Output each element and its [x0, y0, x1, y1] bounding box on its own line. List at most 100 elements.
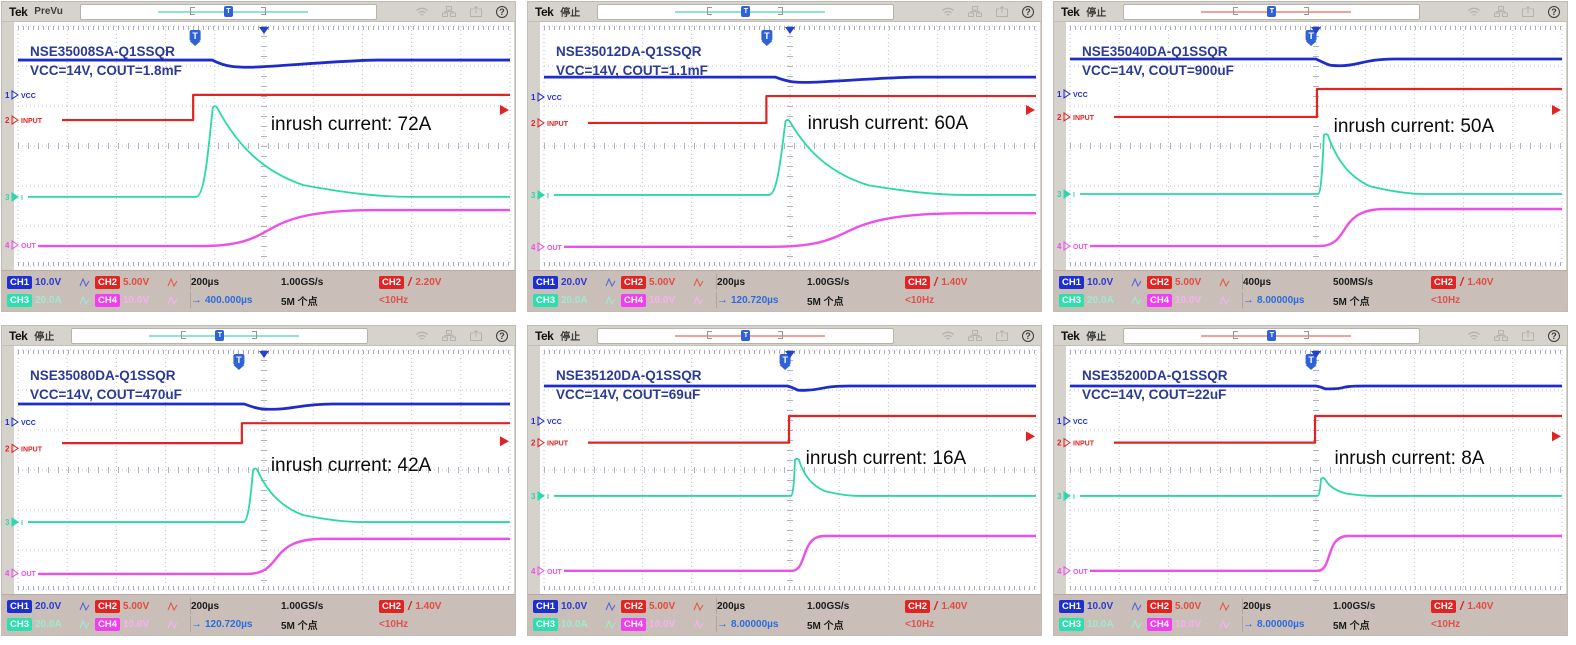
ch2-badge[interactable]: CH2 [1147, 275, 1172, 289]
network-icon[interactable] [442, 330, 456, 341]
record-trigger-marker-icon[interactable]: T [741, 329, 751, 341]
wifi-icon[interactable] [941, 330, 955, 341]
trigger-position-flag-icon[interactable] [189, 30, 201, 41]
wifi-icon[interactable] [941, 6, 955, 17]
ch4-marker-arrow-icon[interactable] [11, 568, 19, 579]
ch2-reference-marker[interactable]: 2 [531, 119, 536, 128]
ch3-marker-arrow-icon[interactable] [537, 190, 545, 200]
ch2-reference-marker[interactable]: 2 [5, 444, 10, 453]
trigger-position-flag-icon[interactable] [779, 354, 791, 365]
ch1-reference-marker[interactable]: 1 [531, 417, 536, 426]
ch2-reference-marker[interactable]: 2 [5, 116, 10, 125]
ch3-badge[interactable]: CH3 [7, 617, 32, 631]
trigger-source-badge[interactable]: CH2 [379, 599, 404, 613]
ch1-reference-marker[interactable]: 1 [5, 418, 10, 427]
record-trigger-marker-icon[interactable]: T [741, 5, 751, 17]
ch4-badge[interactable]: CH4 [621, 617, 646, 631]
ch2-reference-marker[interactable]: 2 [1057, 439, 1062, 448]
trigger-position-flag-icon[interactable] [233, 354, 245, 365]
ch4-marker-arrow-icon[interactable] [1063, 565, 1071, 576]
export-icon[interactable] [995, 6, 1009, 17]
trigger-readout[interactable]: CH2 / 1.40V [1431, 599, 1567, 613]
trigger-level-arrow-icon[interactable] [500, 436, 509, 447]
record-trigger-marker-icon[interactable]: T [223, 5, 233, 17]
ch1-marker-arrow-icon[interactable] [537, 416, 545, 426]
trigger-level-arrow-icon[interactable] [1552, 431, 1561, 442]
ch1-marker-arrow-icon[interactable] [537, 92, 545, 102]
ch4-badge[interactable]: CH4 [95, 293, 120, 307]
trigger-position-flag-icon[interactable] [1305, 354, 1317, 365]
trigger-level-arrow-icon[interactable] [1026, 105, 1035, 115]
ch3-marker-arrow-icon[interactable] [11, 191, 19, 202]
ch2-marker-arrow-icon[interactable] [537, 118, 545, 128]
ch3-badge[interactable]: CH3 [7, 293, 32, 307]
trigger-position-flag-icon[interactable] [1305, 30, 1317, 41]
ch4-reference-marker[interactable]: 4 [1057, 242, 1062, 251]
ch3-badge[interactable]: CH3 [533, 617, 558, 631]
trigger-level-arrow-icon[interactable] [1552, 105, 1561, 115]
record-view-bar[interactable]: T [597, 3, 895, 20]
ch2-reference-marker[interactable]: 2 [531, 439, 536, 448]
trigger-readout[interactable]: CH2 / 1.40V [905, 599, 1041, 613]
trigger-position-flag-icon[interactable] [761, 30, 773, 41]
wifi-icon[interactable] [415, 6, 429, 17]
ch2-marker-arrow-icon[interactable] [11, 443, 19, 454]
trigger-readout[interactable]: CH2 / 1.40V [905, 275, 1041, 289]
ch4-reference-marker[interactable]: 4 [5, 569, 10, 578]
timebase-readout[interactable]: 200µs [191, 600, 220, 612]
trigger-source-badge[interactable]: CH2 [905, 599, 930, 613]
export-icon[interactable] [469, 6, 483, 17]
network-icon[interactable] [1494, 330, 1508, 341]
ch2-marker-arrow-icon[interactable] [1063, 112, 1071, 122]
ch3-badge[interactable]: CH3 [533, 293, 558, 307]
timebase-readout[interactable]: 400µs [1243, 276, 1272, 288]
ch4-badge[interactable]: CH4 [621, 293, 646, 307]
trigger-source-badge[interactable]: CH2 [1431, 599, 1456, 613]
trigger-readout[interactable]: CH2 / 1.40V [379, 599, 515, 613]
ch1-reference-marker[interactable]: 1 [531, 93, 536, 102]
trigger-source-badge[interactable]: CH2 [379, 275, 404, 289]
ch3-reference-marker[interactable]: 3 [1057, 492, 1062, 501]
record-view-bar[interactable]: T [79, 3, 377, 20]
ch1-marker-arrow-icon[interactable] [11, 89, 19, 100]
ch4-badge[interactable]: CH4 [95, 617, 120, 631]
network-icon[interactable] [442, 6, 456, 17]
record-view-bar[interactable]: T [1123, 327, 1421, 344]
help-icon[interactable]: ? [496, 5, 508, 18]
export-icon[interactable] [995, 330, 1009, 341]
ch2-badge[interactable]: CH2 [621, 599, 646, 613]
ch1-badge[interactable]: CH1 [533, 275, 558, 289]
ch3-reference-marker[interactable]: 3 [5, 193, 10, 202]
ch2-marker-arrow-icon[interactable] [11, 115, 19, 126]
ch3-reference-marker[interactable]: 3 [531, 492, 536, 501]
ch2-badge[interactable]: CH2 [621, 275, 646, 289]
timebase-readout[interactable]: 200µs [717, 276, 746, 288]
ch4-badge[interactable]: CH4 [1147, 293, 1172, 307]
ch4-marker-arrow-icon[interactable] [1063, 241, 1071, 252]
ch3-marker-arrow-icon[interactable] [1063, 490, 1071, 501]
help-icon[interactable]: ? [1022, 329, 1034, 342]
export-icon[interactable] [469, 330, 483, 341]
trigger-source-badge[interactable]: CH2 [905, 275, 930, 289]
trigger-level-arrow-icon[interactable] [1026, 431, 1035, 442]
ch2-marker-arrow-icon[interactable] [1063, 437, 1071, 448]
ch3-reference-marker[interactable]: 3 [1057, 190, 1062, 199]
export-icon[interactable] [1521, 330, 1535, 341]
ch4-reference-marker[interactable]: 4 [531, 567, 536, 576]
ch3-marker-arrow-icon[interactable] [11, 517, 19, 528]
timebase-readout[interactable]: 200µs [1243, 600, 1272, 612]
ch4-reference-marker[interactable]: 4 [1057, 567, 1062, 576]
wifi-icon[interactable] [415, 330, 429, 341]
ch3-badge[interactable]: CH3 [1059, 293, 1084, 307]
timebase-readout[interactable]: 200µs [191, 276, 220, 288]
ch1-badge[interactable]: CH1 [7, 275, 32, 289]
ch1-badge[interactable]: CH1 [1059, 275, 1084, 289]
timebase-readout[interactable]: 200µs [717, 600, 746, 612]
network-icon[interactable] [968, 330, 982, 341]
ch3-marker-arrow-icon[interactable] [537, 490, 545, 501]
help-icon[interactable]: ? [1548, 329, 1560, 342]
record-trigger-marker-icon[interactable]: T [1267, 5, 1277, 17]
ch4-reference-marker[interactable]: 4 [531, 243, 536, 252]
ch1-badge[interactable]: CH1 [7, 599, 32, 613]
ch3-badge[interactable]: CH3 [1059, 617, 1084, 631]
